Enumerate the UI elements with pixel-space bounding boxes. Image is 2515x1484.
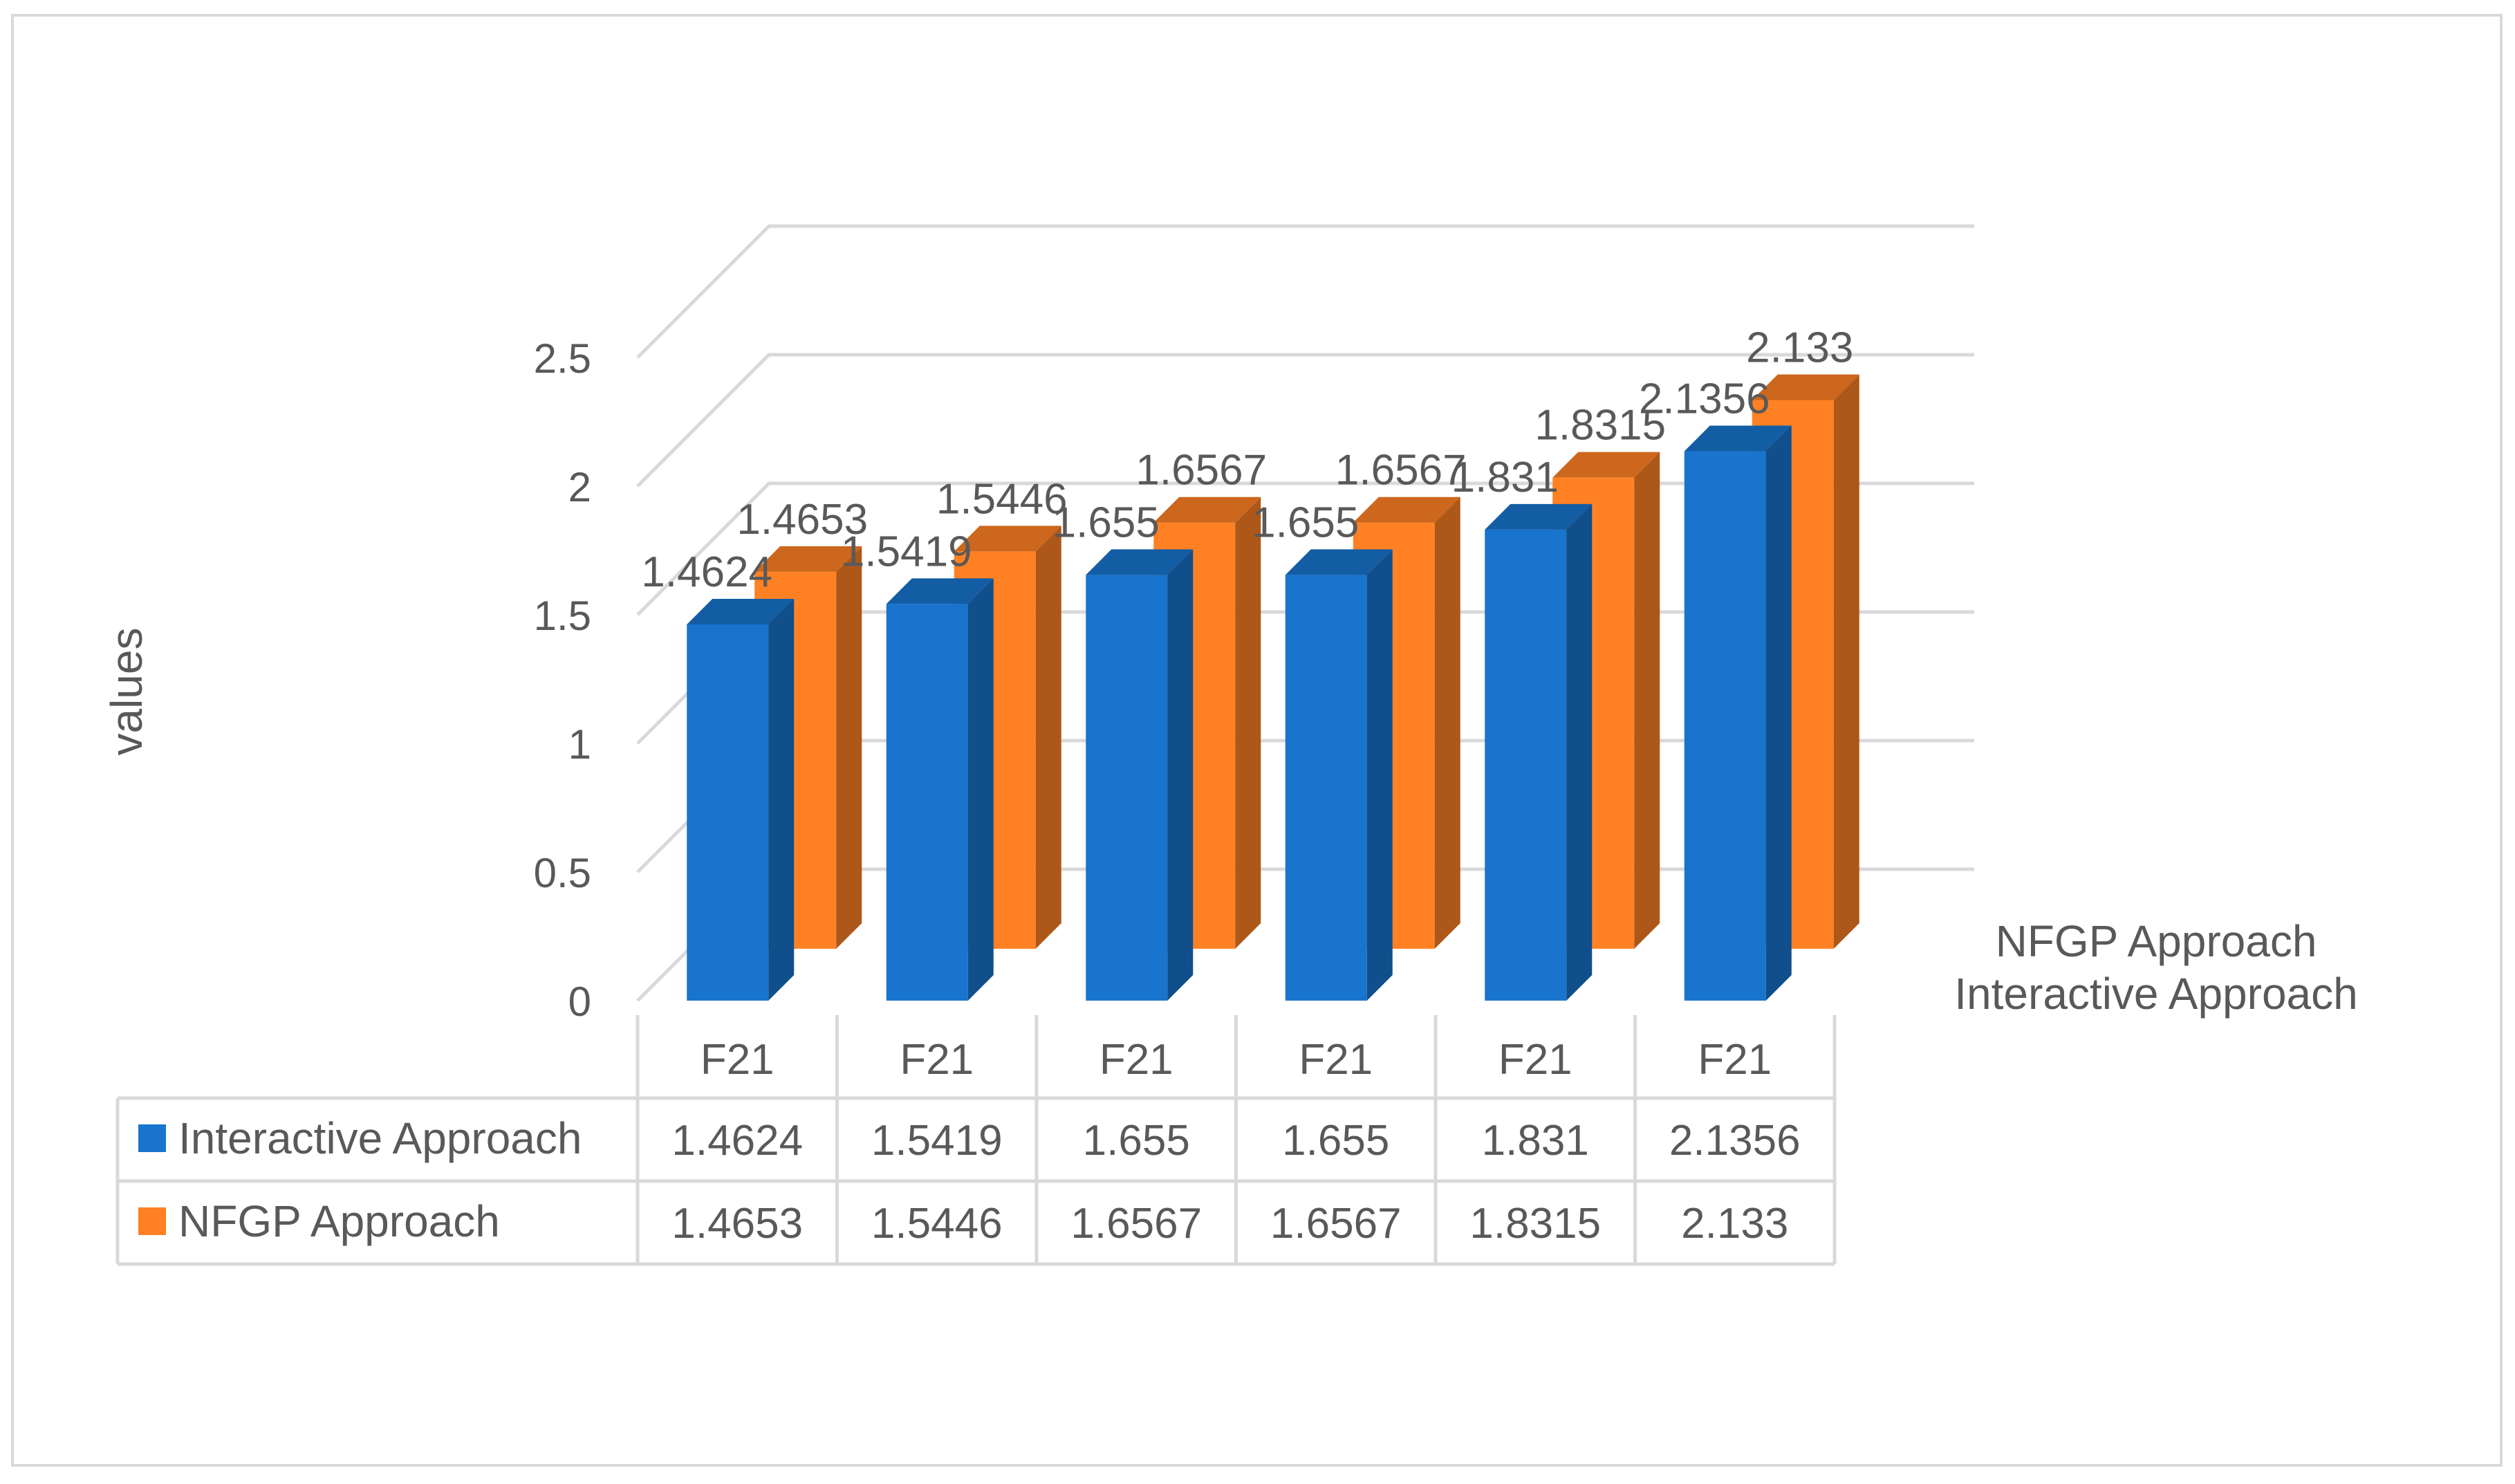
legend-label: NFGP Approach	[178, 1196, 500, 1246]
depth-axis-label: Interactive Approach	[1954, 969, 2357, 1019]
data-label: 1.5419	[841, 528, 972, 575]
y-tick-label: 1	[568, 721, 591, 768]
data-label: 1.4624	[641, 548, 772, 596]
table-category-label: F21	[1299, 1036, 1373, 1084]
table-value: 2.1356	[1669, 1117, 1801, 1165]
table-value: 1.5419	[871, 1117, 1003, 1165]
bar-front	[1086, 575, 1168, 1001]
gridline	[636, 224, 1974, 359]
bar-front	[1285, 575, 1367, 1001]
y-tick-label: 0	[568, 978, 591, 1025]
bar-interactive	[1684, 425, 1792, 1001]
bar-front	[1485, 529, 1567, 1001]
data-label: 2.133	[1746, 324, 1853, 372]
bar-interactive	[886, 578, 994, 1001]
table-value: 1.655	[1282, 1117, 1389, 1165]
table-value: 1.655	[1083, 1117, 1190, 1165]
bar-top	[687, 598, 795, 624]
y-tick-label: 0.5	[534, 850, 591, 896]
bar-top	[1285, 549, 1393, 575]
bar-side	[967, 578, 994, 1001]
bar-interactive	[1086, 549, 1194, 1001]
y-tick-label: 2.5	[534, 335, 591, 382]
bar-top	[1552, 452, 1660, 478]
table-category-label: F21	[1698, 1036, 1772, 1084]
bar-top	[1153, 497, 1261, 523]
axes: 0 0.5 1 1.5 2 2.5 values NFGP ApproachInteracti…	[102, 335, 2358, 1025]
bar-front	[1684, 451, 1766, 1001]
data-label: 2.1356	[1639, 375, 1770, 423]
data-label: 1.655	[1052, 499, 1160, 546]
bar-top	[1684, 425, 1792, 452]
table-value: 1.6567	[1070, 1200, 1202, 1248]
table-value: 1.5446	[871, 1200, 1003, 1248]
bar-top	[1353, 497, 1460, 523]
table-category-label: F21	[900, 1036, 974, 1084]
data-label: 1.6567	[1135, 447, 1267, 494]
bar-interactive	[687, 598, 795, 1001]
table-value: 1.6567	[1270, 1200, 1402, 1248]
data-table: F21 F21 F21 F21 F21 F21 Interactive Approach 1.…	[115, 1015, 1837, 1266]
data-label: 1.4653	[736, 496, 868, 544]
data-label: 1.655	[1252, 499, 1359, 546]
bar-side	[1235, 497, 1261, 949]
table-value: 1.4653	[671, 1200, 803, 1248]
gridline	[636, 353, 1974, 488]
bar-side	[1434, 497, 1460, 949]
bar-side	[1035, 526, 1061, 949]
table-value: 2.133	[1681, 1200, 1788, 1248]
data-label: 1.8315	[1534, 402, 1666, 449]
data-labels: 1.4653 1.5446 1.6567 1.6567 1.8315 2.133 1.462…	[641, 324, 1853, 596]
bar-side	[836, 546, 862, 949]
table-category-label: F21	[1498, 1036, 1572, 1084]
y-tick-label: 1.5	[534, 593, 591, 639]
bar-top	[754, 546, 862, 572]
data-label: 1.831	[1451, 454, 1559, 501]
table-category-label: F21	[1099, 1036, 1173, 1084]
table-value: 1.831	[1482, 1117, 1589, 1165]
bar-interactive	[1485, 503, 1593, 1001]
bar-front	[687, 624, 769, 1001]
depth-axis-label: NFGP Approach	[1996, 916, 2317, 966]
bar-top	[886, 578, 994, 604]
legend-label: Interactive Approach	[178, 1113, 582, 1163]
bar-side	[768, 598, 795, 1001]
y-axis-title: values	[102, 628, 151, 756]
bars	[687, 374, 1859, 1001]
bar-side	[1634, 452, 1660, 949]
bar-side	[1566, 503, 1593, 1001]
table-value: 1.4624	[671, 1117, 803, 1165]
bar-side	[1833, 374, 1859, 949]
bar-side	[1366, 549, 1393, 1001]
table-category-label: F21	[700, 1036, 774, 1084]
bar-top	[954, 526, 1061, 552]
data-label: 1.6567	[1335, 447, 1467, 494]
legend-key	[138, 1207, 166, 1235]
y-tick-label: 2	[568, 464, 591, 510]
bar-side	[1765, 425, 1792, 1001]
table-value: 1.8315	[1469, 1200, 1601, 1248]
bar-top	[1752, 374, 1859, 400]
bar-interactive	[1285, 549, 1393, 1001]
legend-key	[138, 1124, 166, 1152]
bar-top	[1086, 549, 1194, 575]
bar-top	[1485, 503, 1593, 530]
bar-front	[886, 604, 968, 1001]
bar-side	[1167, 549, 1194, 1001]
data-label: 1.5446	[936, 475, 1068, 523]
